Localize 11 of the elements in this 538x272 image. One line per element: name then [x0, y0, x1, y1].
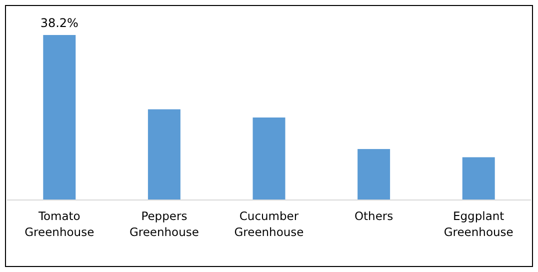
bar: [43, 35, 76, 200]
x-tick-label: Eggplant Greenhouse: [444, 209, 514, 239]
bar: [252, 118, 286, 200]
x-tick-label: Tomato Greenhouse: [24, 209, 94, 239]
x-tick-label: Cucumber Greenhouse: [234, 209, 304, 239]
bar: [462, 157, 495, 200]
x-tick-label: Peppers Greenhouse: [129, 209, 199, 239]
data-label: 38.2%: [40, 16, 78, 30]
bar: [358, 149, 390, 200]
bar: [148, 109, 180, 200]
x-tick-label: Others: [354, 209, 394, 223]
